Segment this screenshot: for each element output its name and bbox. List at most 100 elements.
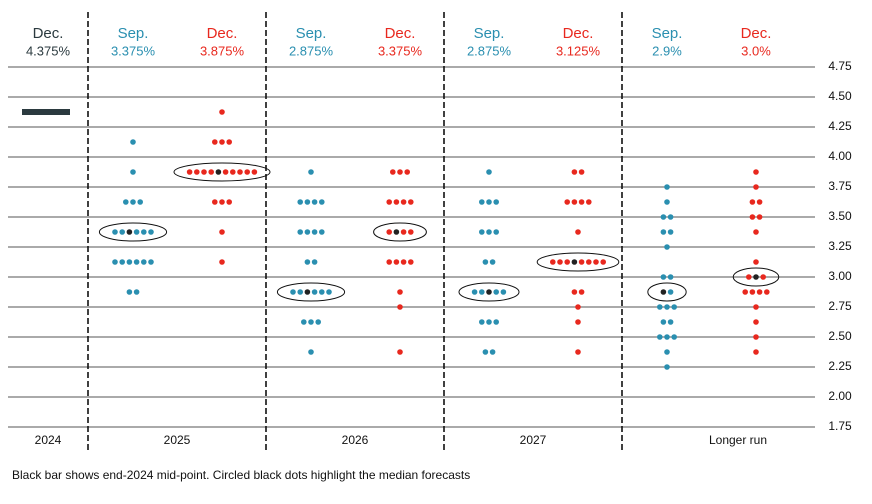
dot <box>660 319 667 325</box>
dot <box>308 169 314 175</box>
dot <box>753 304 759 310</box>
y-tick-label: 3.50 <box>828 209 852 223</box>
y-tick-label: 1.75 <box>828 419 852 433</box>
median-ring <box>98 222 168 242</box>
y-tick-label: 3.00 <box>828 269 852 283</box>
median-label: 2.9% <box>652 43 682 58</box>
y-tick-label: 3.25 <box>828 239 852 253</box>
dot <box>219 139 225 145</box>
dot <box>133 289 140 295</box>
dot-group <box>575 319 581 325</box>
median-ring <box>373 222 427 242</box>
dot <box>557 259 563 265</box>
dot-group <box>479 319 500 325</box>
dot-group <box>660 229 674 235</box>
dot-group <box>753 319 759 325</box>
dot-group <box>571 289 585 295</box>
median-ring <box>173 162 271 182</box>
dot-group <box>130 169 136 175</box>
dot <box>297 199 304 205</box>
dot <box>311 199 318 205</box>
median-ring <box>458 282 520 302</box>
dot <box>753 169 759 175</box>
dot-group <box>664 364 670 370</box>
dot <box>393 199 400 205</box>
dot-group <box>753 349 759 355</box>
dot <box>493 199 500 205</box>
dot-group <box>732 267 780 287</box>
dot-group <box>660 319 674 325</box>
dot <box>667 274 674 280</box>
median-label: 2.875% <box>289 43 334 58</box>
dot <box>593 259 599 265</box>
y-tick-label: 4.25 <box>828 119 852 133</box>
dot <box>657 334 663 340</box>
dot <box>119 259 125 265</box>
dot <box>749 289 756 295</box>
median-label: 3.375% <box>111 43 156 58</box>
dot <box>671 334 677 340</box>
dot <box>575 349 581 355</box>
dot <box>575 319 581 325</box>
dot-group <box>575 304 581 310</box>
dot <box>304 259 311 265</box>
dot <box>408 259 414 265</box>
dot <box>571 169 578 175</box>
dot <box>219 229 225 235</box>
dot <box>130 139 136 145</box>
dot-group <box>297 229 325 235</box>
year-label: 2026 <box>342 433 369 447</box>
dot-group <box>486 169 492 175</box>
median-label: 3.125% <box>556 43 601 58</box>
dot <box>664 199 670 205</box>
dot <box>304 199 311 205</box>
dot <box>575 304 581 310</box>
dot-group <box>749 214 763 220</box>
dot-group <box>219 259 225 265</box>
dot-group <box>123 199 143 205</box>
dot <box>133 259 140 265</box>
median-ring <box>536 252 620 272</box>
dot <box>123 199 129 205</box>
dot-group <box>753 259 759 265</box>
dot <box>400 199 407 205</box>
median-label: 4.375% <box>26 43 71 58</box>
dot <box>753 184 759 190</box>
dot <box>479 199 485 205</box>
median-dot <box>660 289 667 295</box>
dot <box>397 304 403 310</box>
dot <box>397 349 403 355</box>
dot <box>212 139 218 145</box>
dot <box>760 274 766 280</box>
dot-group <box>173 162 271 182</box>
dot <box>493 319 500 325</box>
dot <box>230 169 236 175</box>
dot <box>290 289 296 295</box>
year-label: Longer run <box>709 433 767 447</box>
dot-group <box>98 222 168 242</box>
column-label: Dec. <box>741 25 772 42</box>
dot <box>500 289 507 295</box>
dot <box>667 319 674 325</box>
dot <box>400 229 407 235</box>
dot <box>749 214 756 220</box>
dot <box>493 229 500 235</box>
dot <box>326 289 332 295</box>
dot <box>226 139 232 145</box>
dot <box>667 214 674 220</box>
dot <box>319 289 325 295</box>
dot <box>308 319 314 325</box>
dot-group <box>386 259 414 265</box>
dot <box>408 199 414 205</box>
dot-group <box>753 184 759 190</box>
dot-group <box>753 169 759 175</box>
dot <box>564 199 570 205</box>
dot-group <box>479 229 500 235</box>
dot <box>664 334 670 340</box>
dot <box>753 259 759 265</box>
current-bar <box>22 109 70 115</box>
dot-group <box>219 109 225 115</box>
median-dot <box>753 274 759 280</box>
median-label: 3.375% <box>378 43 423 58</box>
dot <box>311 259 318 265</box>
